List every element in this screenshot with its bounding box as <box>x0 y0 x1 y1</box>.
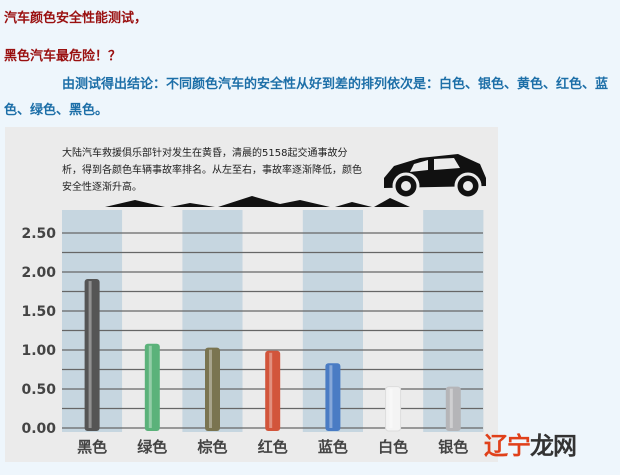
bar-黑色 <box>84 279 100 431</box>
bar-highlight <box>449 388 453 428</box>
x-tick-label: 白色 <box>378 438 408 456</box>
bar-highlight <box>329 365 333 428</box>
y-tick-label: 2.00 <box>21 265 56 281</box>
conclusion-paragraph: 由测试得出结论：不同颜色汽车的安全性从好到差的排列依次是：白色、银色、黄色、红色… <box>4 77 609 118</box>
bar-白色 <box>385 386 402 432</box>
bar-highlight <box>88 281 92 428</box>
bar-highlight <box>389 388 393 428</box>
bar-highlight <box>209 349 212 428</box>
y-tick-label: 1.50 <box>21 304 56 320</box>
y-tick-label: 2.50 <box>21 226 56 242</box>
y-tick-label: 0.50 <box>21 382 56 398</box>
y-tick-label: 1.00 <box>21 343 56 359</box>
x-tick-label: 绿色 <box>137 438 167 456</box>
mountains-decoration <box>105 196 410 207</box>
chart-note: 大陆汽车救援俱乐部针对发生在黄昏，清晨的5158起交通事故分析，得到各颜色车辆事… <box>62 148 362 193</box>
bar-highlight <box>269 352 273 428</box>
headline-line2: 黑色汽车最危险！？ <box>4 49 122 64</box>
x-tick-label: 黑色 <box>77 438 107 456</box>
bar-棕色 <box>205 347 220 431</box>
x-tick-label: 红色 <box>258 438 288 456</box>
x-tick-label: 棕色 <box>197 438 227 456</box>
car-icon <box>384 154 486 200</box>
bar-highlight <box>148 345 152 428</box>
y-tick-label: 0.00 <box>21 421 56 437</box>
headline-line1: 汽车颜色安全性能测试， <box>4 11 148 26</box>
watermark-logo: 辽宁龙网 <box>484 432 577 460</box>
bar-绿色 <box>144 343 160 431</box>
bar-蓝色 <box>325 363 341 431</box>
bar-红色 <box>265 350 281 431</box>
x-tick-label: 银色 <box>438 438 468 456</box>
x-tick-label: 蓝色 <box>318 438 348 456</box>
bar-银色 <box>445 386 461 431</box>
